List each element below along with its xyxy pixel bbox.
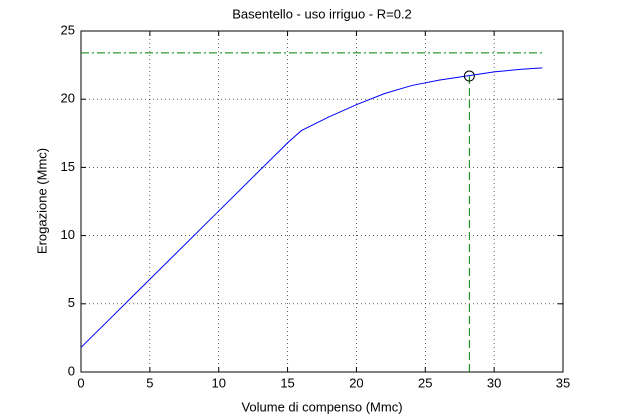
x-tick-label: 0 xyxy=(77,375,84,390)
axes-box xyxy=(80,30,564,373)
y-tick-label: 0 xyxy=(68,363,75,378)
chart-title: Basentello - uso irriguo - R=0.2 xyxy=(232,6,412,21)
y-tick-label: 20 xyxy=(61,91,75,106)
x-tick-label: 25 xyxy=(418,375,432,390)
x-axis-label: Volume di compenso (Mmc) xyxy=(241,399,402,414)
x-tick-label: 10 xyxy=(211,375,225,390)
y-tick-label: 5 xyxy=(68,295,75,310)
y-axis-label: Erogazione (Mmc) xyxy=(34,148,49,254)
x-tick-label: 5 xyxy=(146,375,153,390)
y-tick-label: 15 xyxy=(61,159,75,174)
x-tick-label: 30 xyxy=(487,375,501,390)
x-tick-label: 20 xyxy=(349,375,363,390)
line xyxy=(80,67,543,348)
marker xyxy=(463,70,475,82)
y-tick-label: 10 xyxy=(61,227,75,242)
x-tick-label: 15 xyxy=(280,375,294,390)
y-tick-label: 25 xyxy=(61,22,75,37)
x-tick-label: 35 xyxy=(556,375,570,390)
